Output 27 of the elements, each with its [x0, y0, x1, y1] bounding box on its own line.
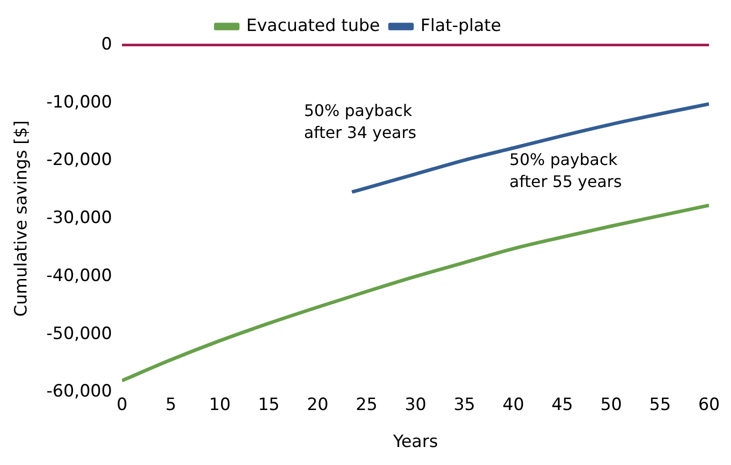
x-tick-label: 55	[649, 394, 671, 415]
x-tick-label: 25	[356, 394, 378, 415]
line-series	[122, 204, 709, 382]
x-axis-title: Years	[392, 432, 438, 452]
y-axis-title: Cumulative savings [$]	[12, 120, 32, 317]
y-tick-label: -20,000	[46, 150, 112, 170]
annotation: 50% payback after 55 years	[509, 150, 622, 191]
x-tick-label: 30	[404, 394, 426, 415]
x-tick-label: 45	[551, 394, 574, 415]
x-tick-label: 0	[116, 394, 128, 415]
annotation: 50% payback after 34 years	[304, 101, 416, 142]
y-tick-label: -30,000	[46, 208, 112, 228]
x-tick-label: 35	[454, 394, 476, 415]
x-tick-label: 20	[306, 394, 328, 415]
y-tick-label: -60,000	[46, 382, 112, 402]
legend-label: Flat-plate	[420, 16, 502, 36]
legend-label: Evacuated tube	[246, 16, 380, 36]
y-tick-label: -50,000	[46, 324, 112, 344]
x-tick-label: 60	[698, 394, 720, 415]
x-tick-label: 5	[166, 394, 176, 415]
x-tick-label: 15	[258, 394, 280, 415]
x-tick-label: 10	[209, 394, 231, 415]
x-tick-label: 40	[502, 394, 524, 415]
y-tick-label: -40,000	[46, 266, 112, 286]
y-tick-label: -10,000	[46, 92, 112, 112]
y-tick-label: 0	[101, 34, 112, 54]
x-tick-label: 50	[600, 394, 622, 415]
